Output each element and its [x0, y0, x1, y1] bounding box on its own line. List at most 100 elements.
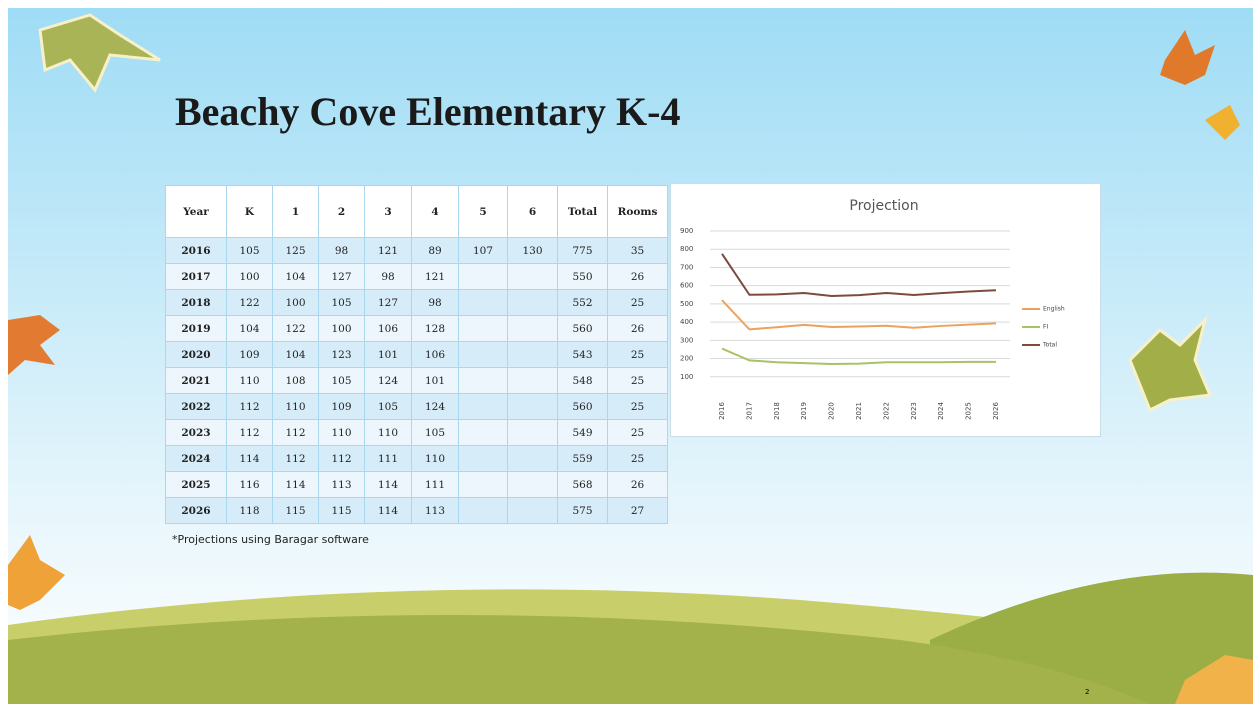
table-cell: 112: [272, 445, 319, 472]
header-cell: 6: [507, 185, 558, 238]
table-cell: 112: [272, 419, 319, 446]
table-cell: 100: [272, 289, 319, 316]
legend-label: Total: [1042, 342, 1057, 349]
y-tick-label: 100: [680, 373, 693, 381]
table-cell: [458, 341, 508, 368]
x-tick-label: 2026: [992, 402, 1000, 420]
y-tick-label: 900: [680, 227, 693, 235]
table-cell: 105: [411, 419, 459, 446]
header-row: Year K 1 2 3 4 5 6 Total Rooms: [165, 185, 668, 238]
series-line: [721, 253, 997, 298]
table-cell: 110: [226, 367, 273, 394]
table-cell: 2026: [165, 497, 227, 524]
x-tick-label: 2019: [800, 402, 808, 420]
table-cell: 560: [557, 315, 608, 342]
enrollment-table: Year K 1 2 3 4 5 6 Total Rooms 2016 105 125 98 121 89 10…: [165, 185, 668, 524]
y-tick-label: 400: [680, 318, 693, 326]
table-cell: 101: [364, 341, 412, 368]
table-cell: [507, 497, 558, 524]
table-cell: 105: [318, 367, 365, 394]
table-cell: 100: [318, 315, 365, 342]
table-cell: 2018: [165, 289, 227, 316]
table-cell: 98: [318, 237, 365, 264]
y-tick-label: 600: [680, 282, 693, 290]
hill-front: [8, 615, 1150, 704]
table-cell: [507, 445, 558, 472]
leaf: [1128, 315, 1213, 413]
table-cell: 98: [364, 263, 412, 290]
table-cell: 105: [364, 393, 412, 420]
table-cell: 124: [411, 393, 459, 420]
table-cell: 100: [226, 263, 273, 290]
table-cell: [458, 497, 508, 524]
x-tick-label: 2020: [828, 402, 836, 420]
table-cell: 127: [318, 263, 365, 290]
table-cell: 104: [272, 341, 319, 368]
table-cell: 2016: [165, 237, 227, 264]
header-cell: 4: [411, 185, 459, 238]
table-cell: 105: [226, 237, 273, 264]
table-row: 2016 105 125 98 121 89 107 130 775 35: [165, 237, 668, 264]
x-tick-label: 2017: [745, 402, 753, 420]
table-row: 2022 112 110 109 105 124 560 25: [165, 393, 668, 420]
table-row: 2026 118 115 115 114 113 575 27: [165, 497, 668, 524]
table-cell: [507, 315, 558, 342]
table-cell: 114: [364, 471, 412, 498]
table-cell: 35: [607, 237, 668, 264]
chart-title: Projection: [849, 198, 918, 214]
table-cell: [507, 341, 558, 368]
header-cell: 3: [364, 185, 412, 238]
x-tick-label: 2016: [718, 402, 726, 420]
x-tick-label: 2018: [773, 402, 781, 420]
table-cell: 121: [364, 237, 412, 264]
table-cell: 128: [411, 315, 459, 342]
table-cell: 27: [607, 497, 668, 524]
table-cell: 111: [364, 445, 412, 472]
header-cell: 2: [318, 185, 365, 238]
table-cell: 110: [318, 419, 365, 446]
table-cell: 118: [226, 497, 273, 524]
table-cell: 2022: [165, 393, 227, 420]
table-cell: 2017: [165, 263, 227, 290]
table-cell: [507, 367, 558, 394]
table-cell: 25: [607, 367, 668, 394]
table-cell: 2019: [165, 315, 227, 342]
table-cell: 560: [557, 393, 608, 420]
leaf: [1175, 655, 1253, 704]
table-cell: 101: [411, 367, 459, 394]
table-cell: [458, 263, 508, 290]
series-line: [721, 299, 997, 331]
table-cell: 25: [607, 393, 668, 420]
table-cell: 124: [364, 367, 412, 394]
table-cell: 26: [607, 263, 668, 290]
table-cell: [458, 367, 508, 394]
table-cell: 2020: [165, 341, 227, 368]
table-cell: 104: [272, 263, 319, 290]
slide-title: Beachy Cove Elementary K-4: [175, 89, 681, 134]
x-tick-label: 2024: [937, 402, 945, 420]
leaf: [38, 13, 161, 93]
leaf: [8, 535, 65, 610]
table-cell: 112: [226, 393, 273, 420]
table-cell: [507, 263, 558, 290]
table-cell: 112: [226, 419, 273, 446]
table-cell: 125: [272, 237, 319, 264]
table-cell: [458, 471, 508, 498]
table-row: 2019 104 122 100 106 128 560 26: [165, 315, 668, 342]
table-cell: [458, 419, 508, 446]
table-cell: 114: [364, 497, 412, 524]
table-cell: 106: [411, 341, 459, 368]
table-cell: [507, 289, 558, 316]
table-cell: 116: [226, 471, 273, 498]
table-cell: 109: [226, 341, 273, 368]
table-cell: 113: [411, 497, 459, 524]
table-cell: 110: [411, 445, 459, 472]
table-cell: 552: [557, 289, 608, 316]
series-line: [721, 347, 996, 366]
table-cell: 2023: [165, 419, 227, 446]
table-cell: 111: [411, 471, 459, 498]
footnote: *Projections using Baragar software: [172, 533, 369, 546]
table-cell: 559: [557, 445, 608, 472]
table-cell: 568: [557, 471, 608, 498]
